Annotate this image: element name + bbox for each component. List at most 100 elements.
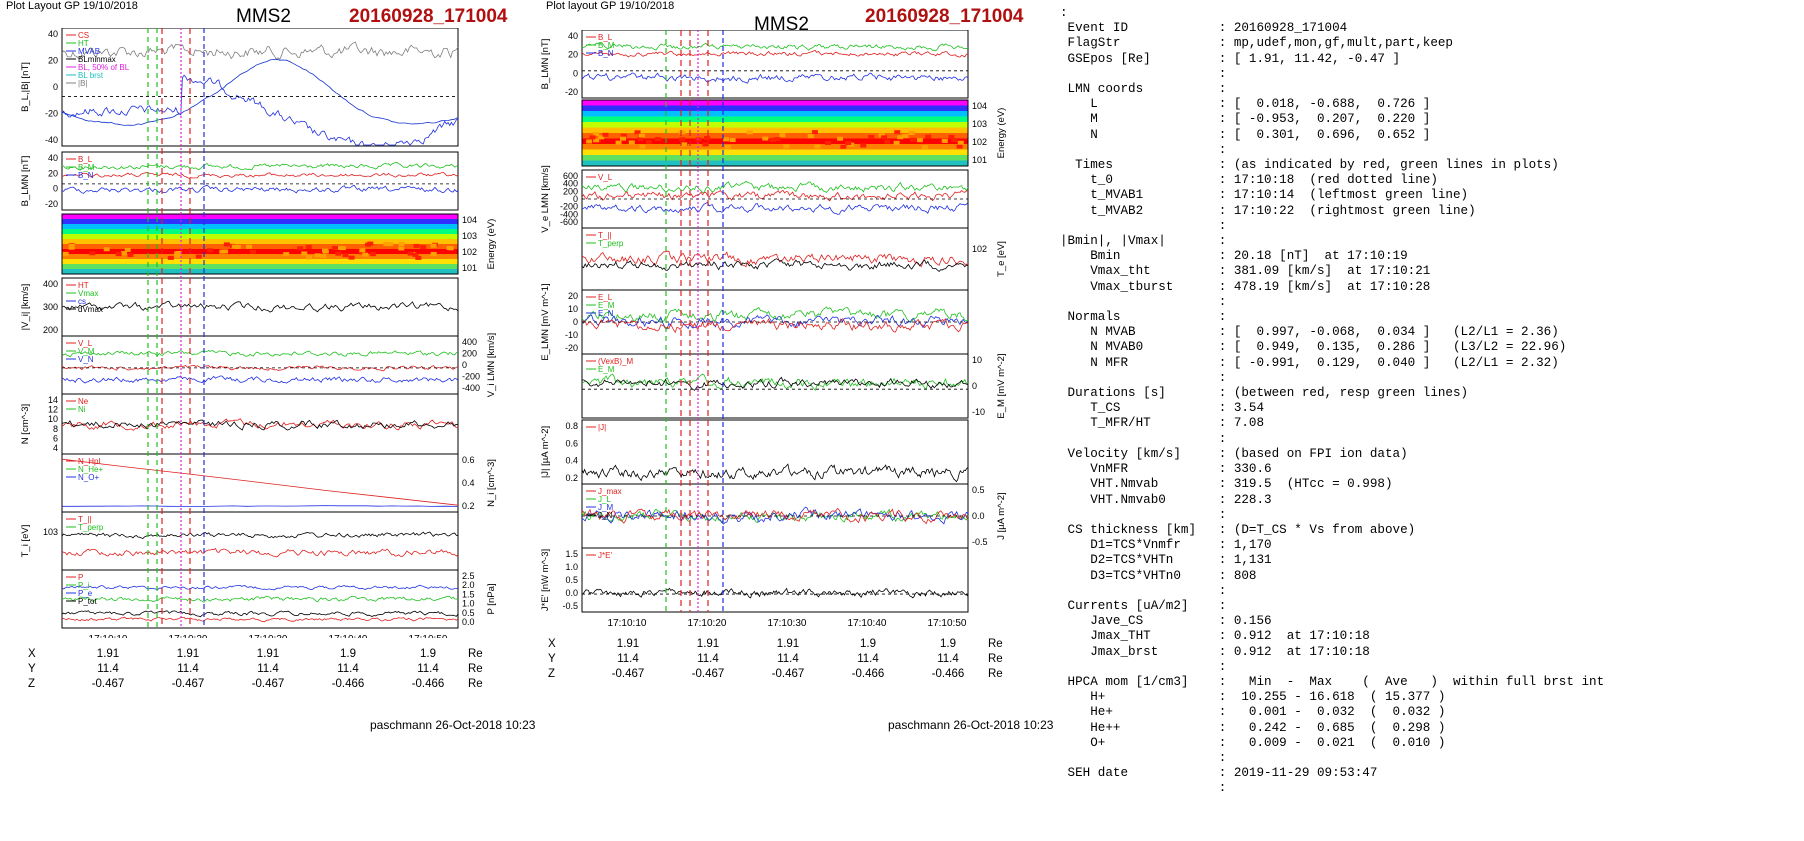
spectrogram-blob — [420, 245, 427, 250]
coord-unit: Re — [988, 668, 1003, 680]
legend-label: V_L — [598, 173, 613, 182]
data-trace — [581, 376, 969, 391]
info-line: VnMFR : 330.6 — [1060, 462, 1272, 477]
info-line: t_MVAB1 : 17:10:14 (leftmost green line) — [1060, 188, 1469, 203]
y-tick-label: 103 — [43, 527, 58, 537]
data-trace — [581, 250, 969, 268]
spectrogram-blob — [957, 140, 964, 145]
info-line: : — [1060, 6, 1068, 20]
spectrogram-blob — [89, 251, 96, 256]
y-tick-label: 103 — [972, 119, 987, 129]
y-tick-label: 8 — [53, 424, 58, 434]
y-tick-label: 0.5 — [462, 608, 475, 618]
coord-value: -0.466 — [851, 668, 885, 680]
y-tick-label: 12 — [48, 405, 58, 415]
data-trace — [61, 458, 459, 506]
info-line: T_MFR/HT : 7.08 — [1060, 416, 1265, 431]
y-tick-label: 0.5 — [565, 575, 578, 585]
y-tick-label: -40 — [45, 135, 58, 145]
legend-label: B_M — [598, 41, 615, 50]
coord-value: -0.467 — [771, 668, 805, 680]
y-tick-label: 14 — [48, 395, 58, 405]
spectrogram-blob — [679, 130, 686, 135]
coord-value: -0.467 — [171, 678, 205, 690]
spectrogram-blob — [779, 133, 786, 138]
spectrogram-blob — [654, 137, 661, 142]
data-trace — [581, 42, 969, 52]
coord-value: -0.466 — [931, 668, 965, 680]
spectrogram-blob — [398, 246, 405, 251]
coord-value: 11.4 — [697, 653, 719, 665]
spectrogram-band — [582, 144, 968, 150]
data-trace — [61, 418, 458, 431]
spectrogram-blob — [234, 244, 241, 249]
info-line: Jmax_brst : 0.912 at 17:10:18 — [1060, 644, 1370, 659]
spectrogram-blob — [956, 144, 963, 149]
y-tick-label: 200 — [563, 186, 578, 196]
spectrogram-blob — [195, 254, 202, 259]
spectrogram-blob — [884, 139, 891, 144]
spectrogram-blob — [589, 135, 596, 140]
panel-frame — [61, 277, 459, 337]
coord-label: Y — [548, 653, 556, 665]
info-line: : — [1060, 431, 1227, 446]
spectrogram-blob — [948, 134, 955, 139]
y-axis-label: E_LMN [mV m^-1] — [540, 283, 551, 360]
legend-label: J_L — [598, 495, 611, 504]
left-coord-table: X 1.91 1.91 1.91 1.9 1.9 Re Y 11.4 11.4 11.4 11.4 11… — [0, 648, 520, 700]
spectrogram-blob — [602, 132, 609, 137]
info-line: N MFR : [ -0.991, 0.129, 0.040 ] (L2/L1 … — [1060, 355, 1559, 370]
spectrogram-blob — [925, 134, 932, 139]
coord-label: X — [28, 648, 36, 660]
spectrogram-band — [582, 149, 968, 156]
y-axis-label: V_e LMN [km/s] — [540, 165, 551, 233]
info-line: : — [1060, 142, 1227, 157]
legend-label: T_perp — [78, 523, 104, 532]
coord-label: Z — [548, 668, 556, 680]
spectrogram-blob — [837, 136, 844, 141]
spectrogram-blob — [729, 138, 736, 143]
y-axis-label: J [µA m^-2] — [996, 492, 1007, 539]
legend-label: B_L — [598, 33, 613, 42]
legend-label: Ne — [78, 397, 89, 406]
coord-value: 11.4 — [337, 663, 359, 675]
spectrogram-blob — [702, 142, 709, 147]
spectrogram-blob — [723, 137, 730, 142]
info-line: FlagStr : mp,udef,mon,gf,mult,part,keep — [1060, 36, 1453, 51]
info-line: He+ : 0.001 - 0.032 ( 0.032 ) — [1060, 705, 1446, 720]
spectrogram-band — [582, 160, 968, 167]
x-tick-label: 17:10:10 — [608, 618, 647, 629]
y-tick-label: 4 — [53, 443, 58, 453]
info-line: O+ : 0.009 - 0.021 ( 0.010 ) — [1060, 735, 1446, 750]
legend-label: V_L — [78, 339, 93, 348]
panel-frame — [61, 453, 459, 513]
spectrogram-blob — [68, 245, 75, 250]
spectrogram-blob — [811, 130, 818, 135]
spectrogram-band — [582, 122, 968, 128]
x-tick-label: 17:10:50 — [928, 618, 967, 629]
spectrogram-blob — [127, 252, 134, 257]
spectrogram-blob — [207, 248, 214, 253]
legend-label: E_M — [598, 365, 615, 374]
info-line: N MVAB0 : [ 0.949, 0.135, 0.286 ] (L3/L2… — [1060, 340, 1567, 355]
spectrogram-blob — [362, 252, 369, 257]
y-tick-label: 103 — [462, 231, 477, 241]
spectrogram-blob — [783, 144, 790, 149]
y-tick-label: 0.2 — [462, 501, 475, 511]
y-tick-label: 10 — [48, 414, 58, 424]
left-event-id: 20160928_171004 — [349, 6, 508, 27]
legend-label: HT — [78, 39, 89, 48]
y-axis-label: B_L,|B| [nT] — [20, 62, 31, 112]
spectrogram-blob — [124, 247, 131, 252]
panel-frame — [61, 335, 459, 395]
y-tick-label: 400 — [43, 279, 58, 289]
spectrogram-blob — [628, 140, 635, 145]
y-tick-label: 10 — [568, 304, 578, 314]
data-trace — [61, 41, 459, 60]
coord-unit: Re — [988, 653, 1003, 665]
spectrogram-blob — [430, 243, 437, 248]
spectrogram-blob — [941, 138, 948, 143]
legend-label: BL brst — [78, 71, 104, 80]
data-trace — [61, 584, 459, 591]
coord-value: 11.4 — [257, 663, 279, 675]
